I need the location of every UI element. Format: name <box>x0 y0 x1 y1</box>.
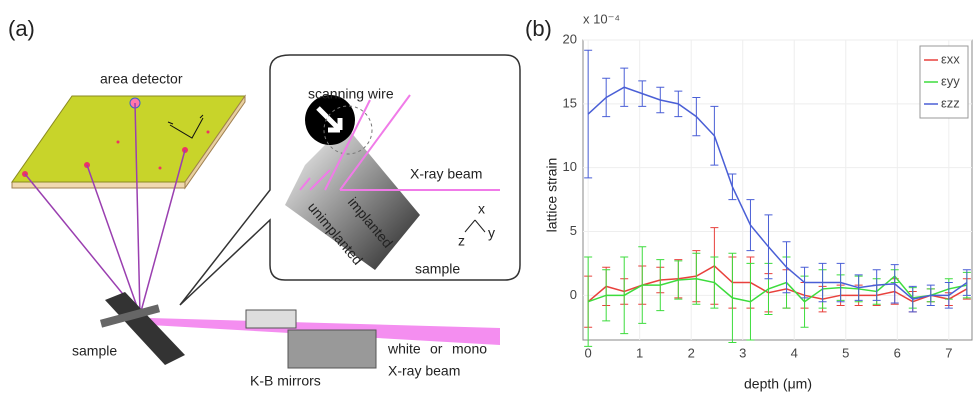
x-axis-label: x <box>478 201 485 217</box>
wire-path <box>323 105 373 155</box>
mono-label: mono <box>452 341 487 357</box>
detector-axes <box>167 114 204 139</box>
beam-label-2: X-ray beam <box>388 363 460 379</box>
sample-block <box>105 292 185 365</box>
or-label: or <box>430 341 443 357</box>
wire-holder <box>99 304 161 328</box>
diffracted-rays <box>24 102 186 316</box>
x-tick-label: 2 <box>688 345 695 360</box>
detector <box>11 95 246 183</box>
error-bar <box>584 256 593 347</box>
y-tick-label: 5 <box>570 223 577 238</box>
detector-edge <box>11 181 186 189</box>
y-tick-label: 10 <box>563 159 577 174</box>
detector-side <box>184 94 246 190</box>
sample-label: sample <box>72 343 117 359</box>
white-label: white <box>387 341 421 357</box>
mirror-1 <box>245 309 297 329</box>
legend-label: εxx <box>941 51 960 66</box>
x-axis-title: depth (μm) <box>744 376 812 392</box>
wire-arrow <box>316 106 343 133</box>
x-tick-label: 5 <box>842 345 849 360</box>
mirror-2 <box>287 329 377 369</box>
legend-label: εzz <box>941 95 960 110</box>
x-tick-label: 0 <box>585 345 592 360</box>
y-tick-label: 0 <box>570 287 577 302</box>
detector-label: area detector <box>100 71 183 87</box>
beam-label: X-ray beam <box>410 166 482 182</box>
error-bar <box>962 269 971 296</box>
error-bar <box>584 49 593 179</box>
y-tick-label: 20 <box>563 31 577 46</box>
inset-sample <box>285 125 420 270</box>
panel-label: (a) <box>8 16 35 41</box>
panel-label: (b) <box>525 16 552 41</box>
z-axis-label: z <box>458 233 465 249</box>
x-tick-label: 3 <box>739 345 746 360</box>
x-tick-label: 6 <box>894 345 901 360</box>
series-line <box>587 265 968 303</box>
y-tick-label: 15 <box>563 95 577 110</box>
coord-axes <box>464 219 486 233</box>
x-tick-label: 4 <box>791 345 798 360</box>
inset-sample-label: sample <box>415 261 460 277</box>
legend-label: εyy <box>941 73 960 88</box>
wire-label: scanning wire <box>308 86 394 102</box>
y-axis-label: y <box>488 225 495 241</box>
x-tick-label: 7 <box>945 345 952 360</box>
inset-beam <box>299 94 500 191</box>
x-tick-label: 1 <box>636 345 643 360</box>
y-axis-title: lattice strain <box>544 158 560 233</box>
multiplier: x 10⁻⁴ <box>583 11 620 26</box>
series-line <box>587 86 968 300</box>
mirrors-label: K-B mirrors <box>250 373 321 389</box>
series-line <box>587 275 968 303</box>
